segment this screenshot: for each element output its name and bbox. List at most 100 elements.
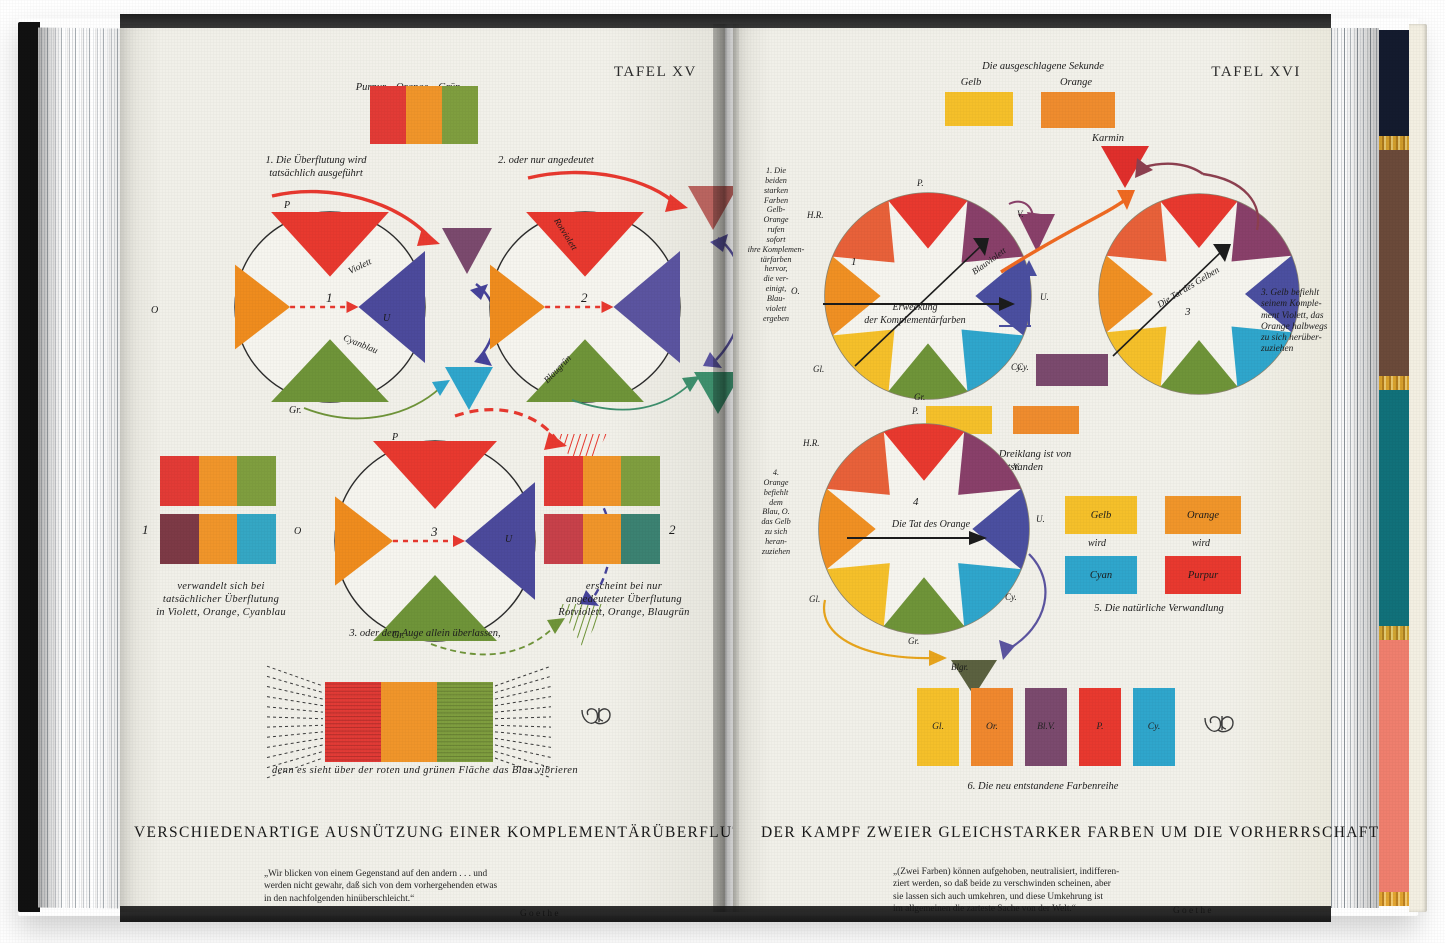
star4-label-p: P. xyxy=(912,406,919,416)
chord-left-bottom-bar xyxy=(160,514,277,564)
wheel3-label-p: P xyxy=(392,432,399,443)
chord-right-bottom-bar xyxy=(544,514,661,564)
book-cover-artwork xyxy=(1379,30,1409,906)
transform-caption: 5. Die natürliche Verwandlung xyxy=(1094,603,1224,614)
book-cover-right-edge xyxy=(1409,24,1427,912)
plate-label-left: TAFEL XV xyxy=(613,64,697,80)
chord-left-top-bar xyxy=(160,456,277,506)
right-page-heading: DER KAMPF ZWEIER GLEICHSTARKER FARBEN UM… xyxy=(761,824,1380,841)
wheel1-label-o: O xyxy=(151,305,159,316)
mid-label-cy: Cy. xyxy=(1017,362,1029,372)
star4-index: 4 xyxy=(913,496,919,508)
series-swatch: Gl. xyxy=(917,688,959,766)
left-page-quote: „Wir blicken von einem Gegenstand auf de… xyxy=(264,869,498,904)
right-page: TAFEL XVI Die ausgeschlagene Sekunde Gel… xyxy=(733,24,1378,916)
star4-label-blgr: Blgr. xyxy=(951,662,969,672)
series-swatch: P. xyxy=(1079,688,1121,766)
series-swatch: Or. xyxy=(971,688,1013,766)
wheel3-label-gr: Gr. xyxy=(392,630,405,641)
star1-index: 1 xyxy=(851,256,857,268)
transform-to-purpur: Purpur xyxy=(1165,556,1241,594)
series-swatch: Bl.V. xyxy=(1025,688,1067,766)
cover-band xyxy=(1379,150,1409,390)
book-cover-left xyxy=(18,22,40,912)
star1-label-p: P. xyxy=(917,178,924,188)
caption-3: 3. oder dem Auge allein überlassen, xyxy=(349,628,501,639)
transform-from-gelb: Gelb xyxy=(1065,496,1137,534)
cover-band xyxy=(1379,390,1409,640)
top-color-bar xyxy=(370,86,478,144)
note-1: 1. Die beiden starken Farben Gelb- Orang… xyxy=(747,166,805,323)
cover-band xyxy=(1379,30,1409,150)
caption-2: 2. oder nur angedeutet xyxy=(498,155,594,166)
svg-text:3: 3 xyxy=(430,524,438,539)
left-page: TAFEL XV PurpurOrangeGrün 1. Die Überflu… xyxy=(120,24,780,919)
star1-label-cy: Cy. xyxy=(1011,362,1023,372)
book-bottom-edge xyxy=(120,906,1331,922)
chord-right-top-bar xyxy=(544,456,661,506)
color-star-3 xyxy=(1098,146,1300,395)
sekunde-swatch-gelb xyxy=(945,92,1013,126)
star4-label-u: U. xyxy=(1036,514,1045,524)
left-page-heading: VERSCHIEDENARTIGE AUSNÜTZUNG EINER KOMPL… xyxy=(134,824,781,841)
star3-index: 3 xyxy=(1185,306,1191,318)
sekunde-swatch-orange xyxy=(1041,92,1115,128)
wheel1-label-u: U xyxy=(383,313,391,324)
karmin-label: Karmin xyxy=(1091,133,1125,144)
wheel1-label-gr: Gr. xyxy=(289,405,302,416)
wheel3-label-o: O xyxy=(294,526,302,537)
cover-ornament xyxy=(1379,136,1409,152)
book-top-edge xyxy=(120,14,1331,28)
wheel3-label-u: U xyxy=(505,534,513,545)
color-wheel-1: 1 xyxy=(234,189,496,420)
sekunde-title: Die ausgeschlagene Sekunde xyxy=(982,61,1104,72)
star4-label-v: V. xyxy=(1013,462,1020,472)
sekunde-label-orange: Orange xyxy=(1059,77,1093,88)
star1-label-gl: Gl. xyxy=(813,364,825,374)
chord-right-note: erscheint bei nur angedeuteter Überflutu… xyxy=(558,581,690,619)
star4-label-gr: Gr. xyxy=(908,636,920,646)
plate-label-right: TAFEL XVI xyxy=(1211,64,1301,80)
transform-to-cyan: Cyan xyxy=(1065,556,1137,594)
star1-label-gr: Gr. xyxy=(914,392,926,402)
sekunde-label-gelb: Gelb xyxy=(960,77,982,88)
wheel1-label-p: P xyxy=(284,200,291,211)
transform-wird-2: wird xyxy=(1192,538,1210,549)
vibration-figure xyxy=(266,665,552,779)
transform-from-orange: Orange xyxy=(1165,496,1241,534)
mid-swatch-orange xyxy=(1013,406,1079,434)
chord-left-note: verwandelt sich bei tatsächlicher Überfl… xyxy=(156,581,286,619)
cover-ornament xyxy=(1379,892,1409,906)
star4-arrow-label: Die Tat des Orange xyxy=(891,519,971,530)
color-wheel-3: 3 xyxy=(334,408,612,656)
cover-band xyxy=(1379,640,1409,906)
chord-left-number: 1 xyxy=(142,522,149,537)
star4-label-cy: Cy. xyxy=(1005,592,1017,602)
chord-right-number: 2 xyxy=(669,522,676,537)
color-wheel-2: 2 xyxy=(489,170,745,414)
book-gutter xyxy=(713,24,739,912)
star4-label-hr: H.R. xyxy=(803,438,820,448)
star1-label-hr: H.R. xyxy=(807,210,824,220)
cover-ornament xyxy=(1379,376,1409,392)
caption-4: denn es sieht über der roten und grünen … xyxy=(271,765,579,776)
color-star-1 xyxy=(823,190,1135,400)
star1-label-u: U. xyxy=(1040,292,1049,302)
transform-wird-1: wird xyxy=(1088,538,1106,549)
series-caption: 6. Die neu entstandene Farbenreihe xyxy=(967,781,1119,792)
page-block-left xyxy=(38,27,122,909)
star1-label-o: O. xyxy=(791,286,800,296)
svg-text:2: 2 xyxy=(581,290,588,305)
svg-text:1: 1 xyxy=(326,290,333,305)
star4-label-gl: Gl. xyxy=(809,594,821,604)
note-3: 3. Gelb befiehlt seinem Komple- ment Vio… xyxy=(1261,288,1328,355)
star1-label-v: V. xyxy=(1017,209,1024,219)
color-star-4 xyxy=(818,423,1047,696)
color-series: Gl. Or. Bl.V. P. Cy. xyxy=(917,688,1175,766)
mid-swatch-bv xyxy=(1036,354,1108,386)
caption-1: 1. Die Überflutung wird tatsächlich ausg… xyxy=(265,155,367,180)
note-4: 4. Orange befiehlt dem Blau, O. das Gelb… xyxy=(761,468,791,556)
cover-ornament xyxy=(1379,626,1409,642)
series-swatch: Cy. xyxy=(1133,688,1175,766)
